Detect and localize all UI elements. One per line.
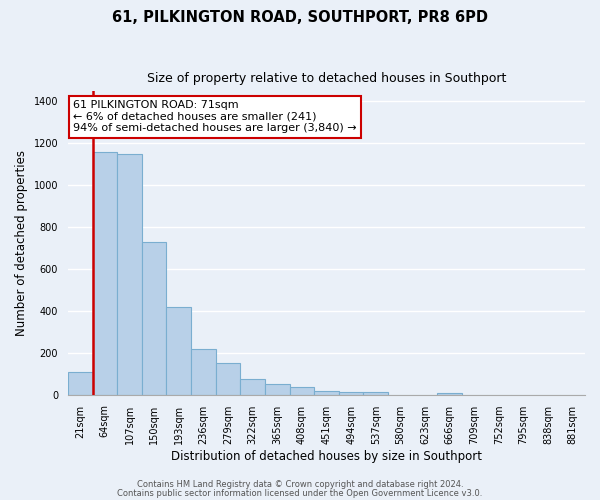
Bar <box>215 364 240 394</box>
Bar <box>314 390 339 394</box>
Bar <box>290 388 314 394</box>
Text: Contains HM Land Registry data © Crown copyright and database right 2024.: Contains HM Land Registry data © Crown c… <box>137 480 463 489</box>
Bar <box>437 392 462 394</box>
Bar <box>142 242 166 394</box>
Bar <box>68 372 92 394</box>
Bar <box>240 379 265 394</box>
Y-axis label: Number of detached properties: Number of detached properties <box>15 150 28 336</box>
X-axis label: Distribution of detached houses by size in Southport: Distribution of detached houses by size … <box>171 450 482 462</box>
Bar <box>265 384 290 394</box>
Title: Size of property relative to detached houses in Southport: Size of property relative to detached ho… <box>147 72 506 86</box>
Text: 61, PILKINGTON ROAD, SOUTHPORT, PR8 6PD: 61, PILKINGTON ROAD, SOUTHPORT, PR8 6PD <box>112 10 488 25</box>
Bar <box>92 152 117 394</box>
Text: 61 PILKINGTON ROAD: 71sqm
← 6% of detached houses are smaller (241)
94% of semi-: 61 PILKINGTON ROAD: 71sqm ← 6% of detach… <box>73 100 356 133</box>
Bar <box>166 306 191 394</box>
Bar <box>117 154 142 394</box>
Bar <box>339 392 364 394</box>
Bar <box>191 348 215 395</box>
Bar <box>364 392 388 394</box>
Text: Contains public sector information licensed under the Open Government Licence v3: Contains public sector information licen… <box>118 489 482 498</box>
